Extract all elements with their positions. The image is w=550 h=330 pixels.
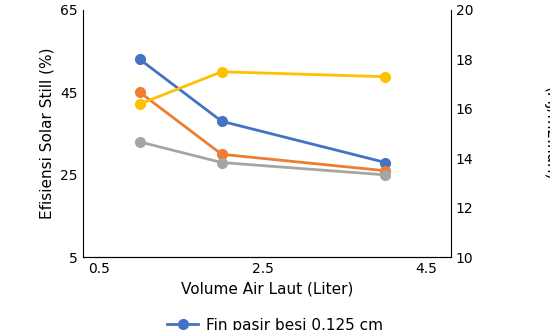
Y-axis label: Efisiensi Solar Still (%): Efisiensi Solar Still (%) bbox=[40, 48, 54, 219]
Legend: Fin pasir besi 0,125 cm: Fin pasir besi 0,125 cm bbox=[161, 312, 389, 330]
Y-axis label: R. harian matahari
(MJ/m2.hari): R. harian matahari (MJ/m2.hari) bbox=[543, 62, 550, 205]
X-axis label: Volume Air Laut (Liter): Volume Air Laut (Liter) bbox=[180, 282, 353, 297]
